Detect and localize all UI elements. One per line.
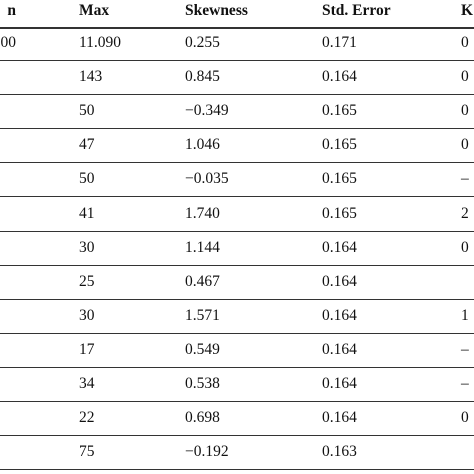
row-rule — [0, 162, 474, 163]
row-rule — [0, 469, 474, 470]
table-cell: 50 — [79, 102, 95, 120]
table-cell: 143 — [79, 68, 103, 86]
table-cell: −0.035 — [185, 170, 229, 188]
table-cell: – — [461, 375, 469, 392]
row-rule — [0, 333, 474, 334]
table-cell: 0.164 — [322, 306, 357, 324]
table-cell: 75 — [79, 443, 95, 461]
table-cell: 0.171 — [322, 34, 357, 51]
row-rule — [0, 435, 474, 436]
table-cell: 50 — [79, 170, 95, 188]
table-cell: 0.165 — [322, 170, 357, 188]
row-rule — [0, 299, 474, 300]
table-cell: 00 — [0, 34, 17, 51]
row-rule — [0, 94, 474, 95]
table-cell: 22 — [79, 409, 95, 427]
table-cell: 0.549 — [185, 340, 220, 358]
table-cell: 0.467 — [185, 272, 220, 290]
table-cell: 0 — [461, 102, 469, 120]
row-rule — [0, 196, 474, 197]
table-cell: −0.349 — [185, 102, 229, 120]
table-cell: 0 — [461, 68, 469, 86]
table-cell: 0.845 — [185, 68, 220, 86]
table-cell: 1.571 — [185, 306, 220, 324]
table-cell: 0 — [461, 34, 469, 51]
table-cell: 0.538 — [185, 375, 220, 392]
table-cell: 30 — [79, 306, 95, 324]
table-cell: 17 — [79, 340, 95, 358]
table-cell: 0.164 — [322, 409, 357, 427]
row-rule — [0, 265, 474, 266]
column-header: Std. Error — [322, 2, 391, 19]
table-cell: 0 — [461, 238, 469, 256]
column-header: Skewness — [185, 2, 248, 19]
table-cell: 30 — [79, 238, 95, 256]
table-cell: 0.164 — [322, 340, 357, 358]
table-cell: 2 — [461, 204, 469, 222]
table-cell: – — [461, 340, 469, 358]
table-cell: 0.163 — [322, 443, 357, 461]
table-cell: 1.046 — [185, 136, 220, 154]
table-cell: 1 — [461, 306, 469, 324]
table-cell: 1.740 — [185, 204, 220, 222]
table-cell: 0.164 — [322, 272, 357, 290]
table-cell: 11.090 — [79, 34, 122, 51]
table-cell: 1.144 — [185, 238, 220, 256]
table-cell: 0.255 — [185, 34, 220, 51]
row-rule — [0, 401, 474, 402]
table-cell: 25 — [79, 272, 95, 290]
table-cell: 0.164 — [322, 238, 357, 256]
header-rule — [0, 27, 474, 29]
table-cell: 41 — [79, 204, 95, 222]
table-cell: 47 — [79, 136, 95, 154]
row-rule — [0, 128, 474, 129]
table-cell: 0 — [461, 136, 469, 154]
column-header: n — [7, 2, 16, 19]
row-rule — [0, 231, 474, 232]
table-cell: 0.165 — [322, 204, 357, 222]
table-cell: −0.192 — [185, 443, 229, 461]
row-rule — [0, 60, 474, 61]
column-header: Max — [79, 2, 110, 19]
table-cell: 0.165 — [322, 136, 357, 154]
table-cell: – — [461, 170, 469, 188]
table-cell: 0.698 — [185, 409, 220, 427]
column-header: K — [461, 2, 474, 19]
row-rule — [0, 367, 474, 368]
table-cell: 34 — [79, 375, 95, 392]
table-cell: 0.165 — [322, 102, 357, 120]
table-cell: 0.164 — [322, 375, 357, 392]
table-cell: 0 — [461, 409, 469, 427]
table-cell: 0.164 — [322, 68, 357, 86]
